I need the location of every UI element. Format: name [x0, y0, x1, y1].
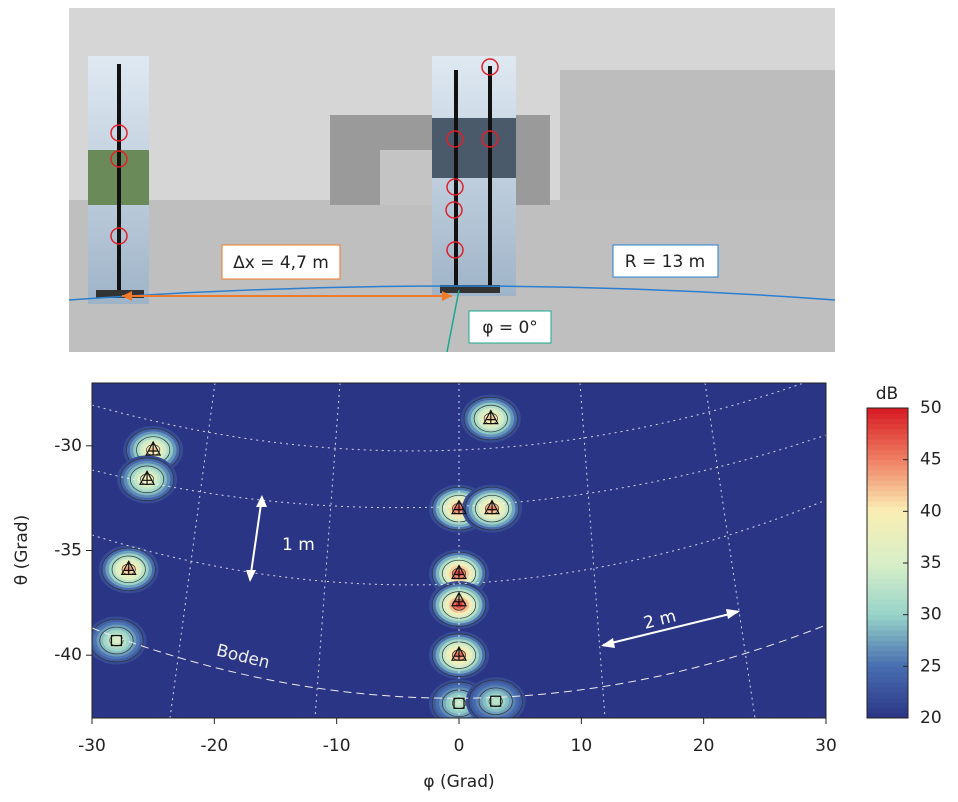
colorbar-step [867, 542, 908, 548]
colorbar-step [867, 610, 908, 616]
colorbar-step [867, 413, 908, 419]
colorbar-step [867, 666, 908, 672]
colorbar-step [867, 470, 908, 476]
colorbar-step [867, 635, 908, 641]
annotation: 1 m [282, 535, 315, 555]
colorbar-step [867, 418, 908, 424]
hotspot [492, 699, 499, 704]
colorbar-step [867, 641, 908, 647]
colorbar-step [867, 558, 908, 564]
photo-label: φ = 0° [482, 318, 538, 338]
colorbar-step [867, 501, 908, 507]
colorbar-step [867, 620, 908, 626]
colorbar-step [867, 630, 908, 636]
colorbar-tick-label: 50 [920, 398, 942, 418]
colorbar-step [867, 496, 908, 502]
colorbar-step [867, 527, 908, 533]
colorbar-step [867, 455, 908, 461]
colorbar-step [867, 511, 908, 517]
figure: Δx = 4,7 m R = 13 m φ = 0° φ (Grad) θ (G… [0, 0, 958, 798]
y-tick-label: -30 [54, 436, 82, 456]
colorbar-step [867, 594, 908, 600]
colorbar-tick-label: 35 [920, 553, 942, 573]
colorbar-step [867, 687, 908, 693]
colorbar-tick-label: 40 [920, 501, 942, 521]
colorbar-step [867, 465, 908, 471]
y-tick-label: -35 [54, 541, 82, 561]
colorbar-step [867, 517, 908, 523]
colorbar-step [867, 563, 908, 569]
photo-label: Δx = 4,7 m [233, 253, 329, 273]
colorbar-step [867, 480, 908, 486]
x-tick-label: 30 [815, 736, 837, 756]
colorbar-step [867, 692, 908, 698]
colorbar-step [867, 553, 908, 559]
colorbar-step [867, 522, 908, 528]
colorbar-step [867, 537, 908, 543]
colorbar-step [867, 486, 908, 492]
colorbar-step [867, 506, 908, 512]
colorbar-step [867, 703, 908, 709]
x-tick-label: -10 [323, 736, 351, 756]
colorbar-step [867, 672, 908, 678]
y-tick-label: -40 [54, 645, 82, 665]
colorbar-step [867, 424, 908, 430]
colorbar-step [867, 449, 908, 455]
colorbar-step [867, 444, 908, 450]
colorbar-step [867, 532, 908, 538]
colorbar-step [867, 589, 908, 595]
colorbar-tick-label: 45 [920, 450, 942, 470]
x-tick-label: -20 [200, 736, 228, 756]
colorbar-tick-label: 30 [920, 605, 942, 625]
colorbar-step [867, 408, 908, 414]
colorbar-step [867, 604, 908, 610]
colorbar-step [867, 646, 908, 652]
colorbar-tick-label: 20 [920, 708, 942, 728]
colorbar-step [867, 429, 908, 435]
photo: Δx = 4,7 m R = 13 m φ = 0° [69, 8, 835, 352]
x-tick-label: 0 [454, 736, 465, 756]
colorbar-step [867, 661, 908, 667]
colorbar-step [867, 548, 908, 554]
colorbar-label: dB [876, 384, 898, 404]
colorbar-step [867, 708, 908, 714]
colorbar-step [867, 579, 908, 585]
colorbar-step [867, 460, 908, 466]
x-tick-label: -30 [78, 736, 106, 756]
colorbar-step [867, 677, 908, 683]
colorbar-step [867, 656, 908, 662]
colorbar-step [867, 697, 908, 703]
colorbar-step [867, 625, 908, 631]
colorbar-step [867, 434, 908, 440]
colorbar-step [867, 475, 908, 481]
colorbar-step [867, 584, 908, 590]
y-axis-label: θ (Grad) [12, 515, 32, 585]
colorbar-step [867, 491, 908, 497]
colorbar-step [867, 568, 908, 574]
colorbar-tick-label: 25 [920, 656, 942, 676]
colorbar-step [867, 682, 908, 688]
colorbar-step [867, 599, 908, 605]
colorbar-step [867, 439, 908, 445]
hotspot [113, 638, 120, 643]
colorbar-step [867, 651, 908, 657]
x-axis-label: φ (Grad) [423, 772, 494, 792]
x-tick-label: 20 [693, 736, 715, 756]
photo-label: R = 13 m [625, 252, 705, 272]
colorbar-step [867, 615, 908, 621]
colorbar-step [867, 573, 908, 579]
x-tick-label: 10 [571, 736, 593, 756]
